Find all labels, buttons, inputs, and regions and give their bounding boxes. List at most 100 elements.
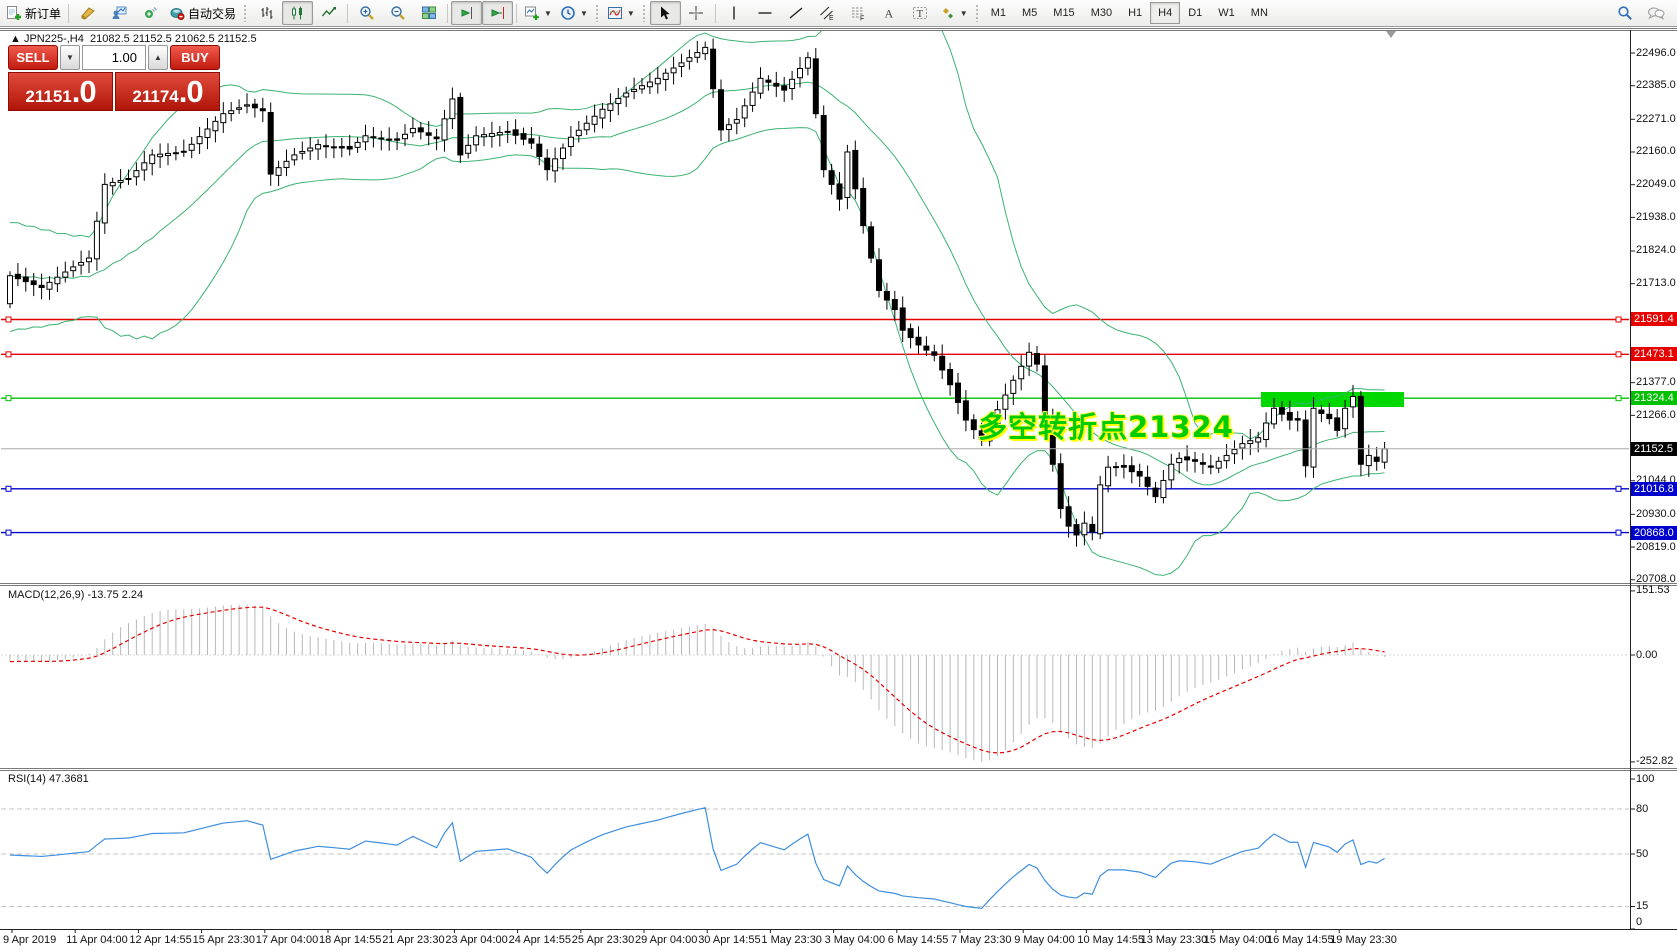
rsi-axis-tick-label: 80: [1636, 802, 1649, 815]
search-icon: [1617, 6, 1632, 20]
svg-text:F: F: [860, 16, 864, 22]
line-chart-button[interactable]: [313, 1, 344, 25]
text-button[interactable]: A: [874, 1, 905, 25]
tile-windows-button[interactable]: [413, 1, 444, 25]
new-order-button[interactable]: 新订单: [2, 1, 65, 25]
time-axis-label: 30 Apr 14:55: [698, 934, 761, 946]
timeframe-button-m1[interactable]: M1: [990, 7, 1006, 19]
crosshair-button[interactable]: [681, 1, 712, 25]
chart-shift-button[interactable]: [482, 1, 514, 25]
strategy-tester-icon: [80, 7, 95, 20]
zoom-in-button[interactable]: [351, 1, 382, 25]
timeframe-button-m15[interactable]: M15: [1053, 7, 1075, 19]
buy-price-display[interactable]: 21174.0: [115, 72, 220, 111]
price-axis-tick-label: 22271.0: [1636, 112, 1676, 125]
search-button[interactable]: [1609, 1, 1640, 25]
timeframe-button-m5[interactable]: M5: [1022, 7, 1038, 19]
toolbar-grip[interactable]: [243, 4, 249, 22]
indicators-button[interactable]: ▼: [603, 1, 639, 25]
price-axis-tick-label: 22496.0: [1636, 46, 1676, 59]
time-axis-label: 19 May 23:30: [1330, 934, 1397, 946]
horizontal-line-button[interactable]: [750, 1, 781, 25]
timeframe-button-d1[interactable]: D1: [1188, 7, 1203, 19]
price-axis-tick-label: 22049.0: [1636, 178, 1676, 191]
rsi-pane-splitter[interactable]: [0, 768, 1677, 771]
sell-button[interactable]: SELL: [8, 45, 58, 70]
chart-expand-icon[interactable]: ▲: [10, 33, 21, 45]
toolbar-right-group: [1609, 1, 1671, 25]
svg-text:E: E: [829, 15, 834, 21]
timeframe-button-h1[interactable]: H1: [1128, 7, 1143, 19]
chart-annotation-text[interactable]: 多空转折点21324: [978, 410, 1234, 444]
autotrading-button[interactable]: 自动交易: [165, 1, 240, 25]
price-line-badge: 21473.1: [1631, 347, 1677, 362]
auto-scroll-icon: [461, 7, 472, 19]
macd-pane-splitter[interactable]: [0, 583, 1677, 586]
signals-icon: [144, 6, 157, 18]
toolbar-grip[interactable]: [974, 4, 980, 22]
macd-axis-tick-label: 151.53: [1636, 584, 1670, 597]
toolbar-grip[interactable]: [594, 4, 600, 22]
toolbar-separator: [68, 3, 70, 23]
price-line-badge: 21324.4: [1631, 391, 1677, 406]
vertical-line-button[interactable]: [719, 1, 750, 25]
price-axis-tick-label: 21266.0: [1636, 408, 1676, 421]
cursor-button[interactable]: [649, 1, 681, 25]
main-chart-area[interactable]: [0, 31, 1630, 583]
navigator-button[interactable]: [103, 1, 134, 25]
volume-decrease-button[interactable]: ▼: [60, 45, 80, 70]
signals-button[interactable]: [134, 1, 165, 25]
crosshair-icon: [689, 6, 704, 20]
bar-chart-button[interactable]: [251, 1, 282, 25]
fibonacci-button[interactable]: F: [843, 1, 874, 25]
navigator-icon: [112, 6, 127, 19]
text-icon: A: [885, 7, 894, 21]
new-order-label: 新订单: [25, 6, 62, 21]
time-axis-border: [0, 929, 1677, 930]
equidistant-channel-button[interactable]: E: [812, 1, 843, 25]
zoom-out-icon: [390, 6, 405, 20]
time-axis-label: 17 Apr 04:00: [255, 934, 319, 946]
new-chart-icon: [525, 6, 539, 20]
macd-panel-area[interactable]: [0, 587, 1630, 766]
fibonacci-icon: F: [852, 7, 865, 22]
rsi-label: RSI(14) 47.3681: [8, 773, 89, 785]
time-axis-label: 7 May 23:30: [951, 934, 1012, 946]
new-chart-button[interactable]: ▼: [520, 1, 556, 25]
time-axis-label: 9 May 04:00: [1014, 934, 1075, 946]
time-axis-label: 11 Apr 04:00: [66, 934, 128, 946]
macd-label: MACD(12,26,9) -13.75 2.24: [8, 589, 144, 601]
spinner-down-icon: ▼: [66, 53, 74, 62]
timeframe-button-m30[interactable]: M30: [1090, 7, 1113, 19]
current-price-badge: 21152.5: [1631, 441, 1677, 456]
time-axis-label: 1 May 23:30: [761, 934, 822, 946]
zoom-out-button[interactable]: [382, 1, 413, 25]
timeframe-button-w1[interactable]: W1: [1218, 7, 1235, 19]
buy-button[interactable]: BUY: [170, 45, 220, 70]
auto-scroll-button[interactable]: [451, 1, 483, 25]
text-label-button[interactable]: T: [905, 1, 936, 25]
bar-chart-icon: [261, 7, 273, 19]
timeframe-button-h4[interactable]: H4: [1150, 2, 1181, 24]
toolbar-separator: [714, 3, 716, 23]
price-axis-tick-label: 22160.0: [1636, 145, 1676, 158]
volume-increase-button[interactable]: ▲: [148, 45, 168, 70]
arrows-caret-icon: ▼: [959, 8, 968, 18]
sell-price-display[interactable]: 21151.0: [8, 72, 113, 111]
svg-text:T: T: [917, 8, 924, 20]
periods-button[interactable]: ▼: [556, 1, 592, 25]
chat-button[interactable]: [1640, 1, 1671, 25]
trendline-button[interactable]: [781, 1, 812, 25]
volume-input[interactable]: [82, 45, 146, 70]
arrows-button[interactable]: ▼: [936, 1, 972, 25]
timeframe-button-mn[interactable]: MN: [1250, 7, 1268, 19]
price-line-badge: 21591.4: [1631, 312, 1677, 327]
toolbar-grip[interactable]: [641, 4, 647, 22]
chart-shift-marker-icon[interactable]: [1386, 31, 1396, 38]
candlestick-chart-button[interactable]: [282, 1, 314, 25]
strategy-tester-button[interactable]: [72, 1, 103, 25]
price-axis-tick-label: 21824.0: [1636, 244, 1676, 257]
toolbar-separator: [447, 3, 449, 23]
rsi-panel-area[interactable]: [0, 772, 1630, 929]
